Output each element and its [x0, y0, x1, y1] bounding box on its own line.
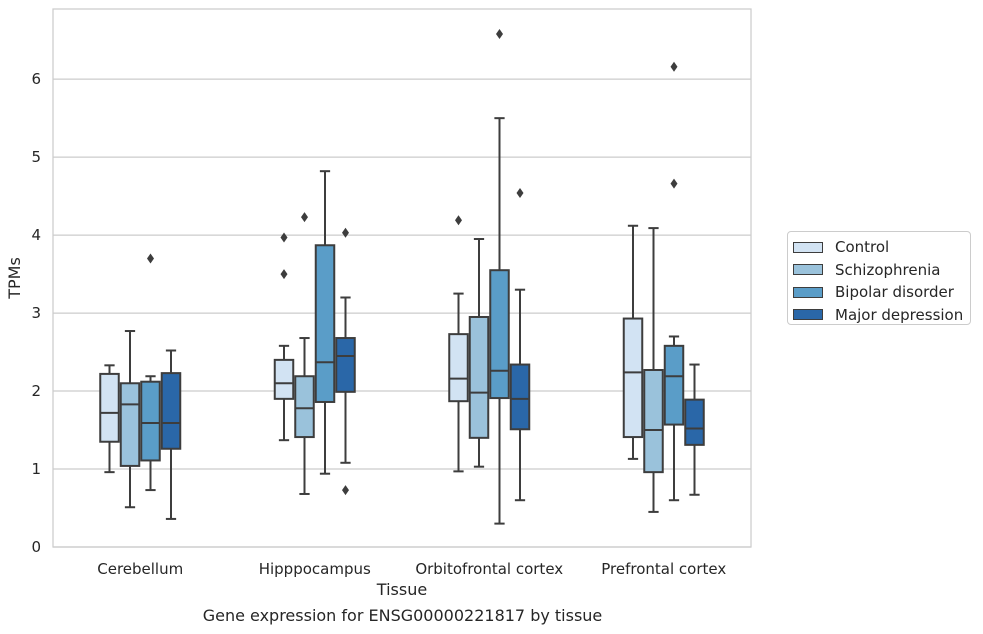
legend-label: Major depression — [835, 305, 964, 324]
outlier-point — [496, 28, 503, 39]
box-iqr — [509, 363, 531, 431]
box-major-depression — [684, 363, 705, 496]
y-tick-label: 1 — [31, 460, 41, 478]
box-iqr — [489, 269, 510, 400]
box-iqr — [314, 244, 336, 403]
outlier-point — [516, 188, 524, 199]
x-axis-ticks: Cerebellum Hipppocampus Orbitofrontal cort… — [97, 560, 726, 578]
outlier-point — [280, 232, 288, 243]
box-iqr — [468, 315, 490, 439]
box-control — [622, 224, 644, 460]
box-control — [273, 232, 295, 442]
box-iqr — [684, 398, 705, 446]
box-iqr — [160, 372, 182, 450]
x-tick-label: Hipppocampus — [259, 560, 371, 578]
box-major-depression — [509, 188, 531, 502]
legend-item: Major depression — [793, 304, 970, 327]
box-control — [99, 364, 120, 474]
box-schizophrenia — [643, 227, 664, 513]
box-schizophrenia — [119, 330, 141, 509]
legend: Control Schizophrenia Bipolar disorder Majo… — [787, 231, 971, 325]
box-iqr — [663, 344, 685, 426]
y-axis-title: TPMs — [5, 257, 24, 300]
outlier-point — [342, 227, 349, 238]
y-tick-label: 2 — [31, 382, 41, 400]
boxes — [99, 28, 705, 525]
box-iqr — [294, 375, 315, 439]
box-control — [448, 215, 469, 473]
box-iqr — [643, 369, 664, 474]
box-bipolar-disorder — [314, 170, 336, 475]
y-tick-label: 6 — [31, 70, 41, 88]
outlier-point — [670, 61, 678, 72]
y-axis-ticks: 0 1 2 3 4 5 6 — [31, 70, 41, 556]
outlier-point — [147, 253, 154, 264]
legend-swatch — [793, 309, 823, 321]
box-major-depression — [335, 227, 356, 496]
box-bipolar-disorder — [663, 61, 685, 502]
box-iqr — [99, 372, 120, 443]
box-iqr — [622, 317, 644, 439]
box-iqr — [140, 380, 161, 462]
x-axis-title: Tissue — [376, 580, 427, 599]
box-iqr — [448, 333, 469, 403]
y-tick-label: 3 — [31, 304, 41, 322]
y-tick-label: 5 — [31, 148, 41, 166]
box-iqr — [273, 358, 295, 400]
x-tick-label: Orbitofrontal cortex — [415, 560, 563, 578]
legend-label: Control — [835, 238, 890, 257]
outlier-point — [280, 269, 288, 280]
box-major-depression — [160, 349, 182, 520]
box-bipolar-disorder — [140, 253, 161, 492]
grid-lines — [53, 78, 751, 548]
outlier-point — [342, 485, 349, 496]
legend-swatch — [793, 264, 823, 276]
outlier-point — [670, 178, 678, 189]
legend-label: Bipolar disorder — [835, 283, 954, 302]
x-tick-label: Cerebellum — [97, 560, 183, 578]
legend-swatch — [793, 286, 823, 298]
legend-item: Schizophrenia — [793, 259, 970, 282]
legend-item: Control — [793, 236, 970, 259]
chart-caption: Gene expression for ENSG00000221817 by t… — [202, 606, 603, 625]
box-iqr — [119, 382, 141, 467]
box-bipolar-disorder — [489, 28, 510, 525]
legend-label: Schizophrenia — [835, 260, 941, 279]
x-tick-label: Prefrontal cortex — [601, 560, 726, 578]
y-tick-label: 4 — [31, 226, 41, 244]
box-iqr — [335, 337, 356, 393]
y-tick-label: 0 — [31, 538, 41, 556]
box-schizophrenia — [294, 212, 315, 495]
legend-item: Bipolar disorder — [793, 281, 970, 304]
outlier-point — [455, 215, 462, 226]
plot-area-frame — [52, 8, 752, 548]
legend-swatch — [793, 241, 823, 253]
box-schizophrenia — [468, 238, 490, 468]
outlier-point — [301, 212, 308, 223]
